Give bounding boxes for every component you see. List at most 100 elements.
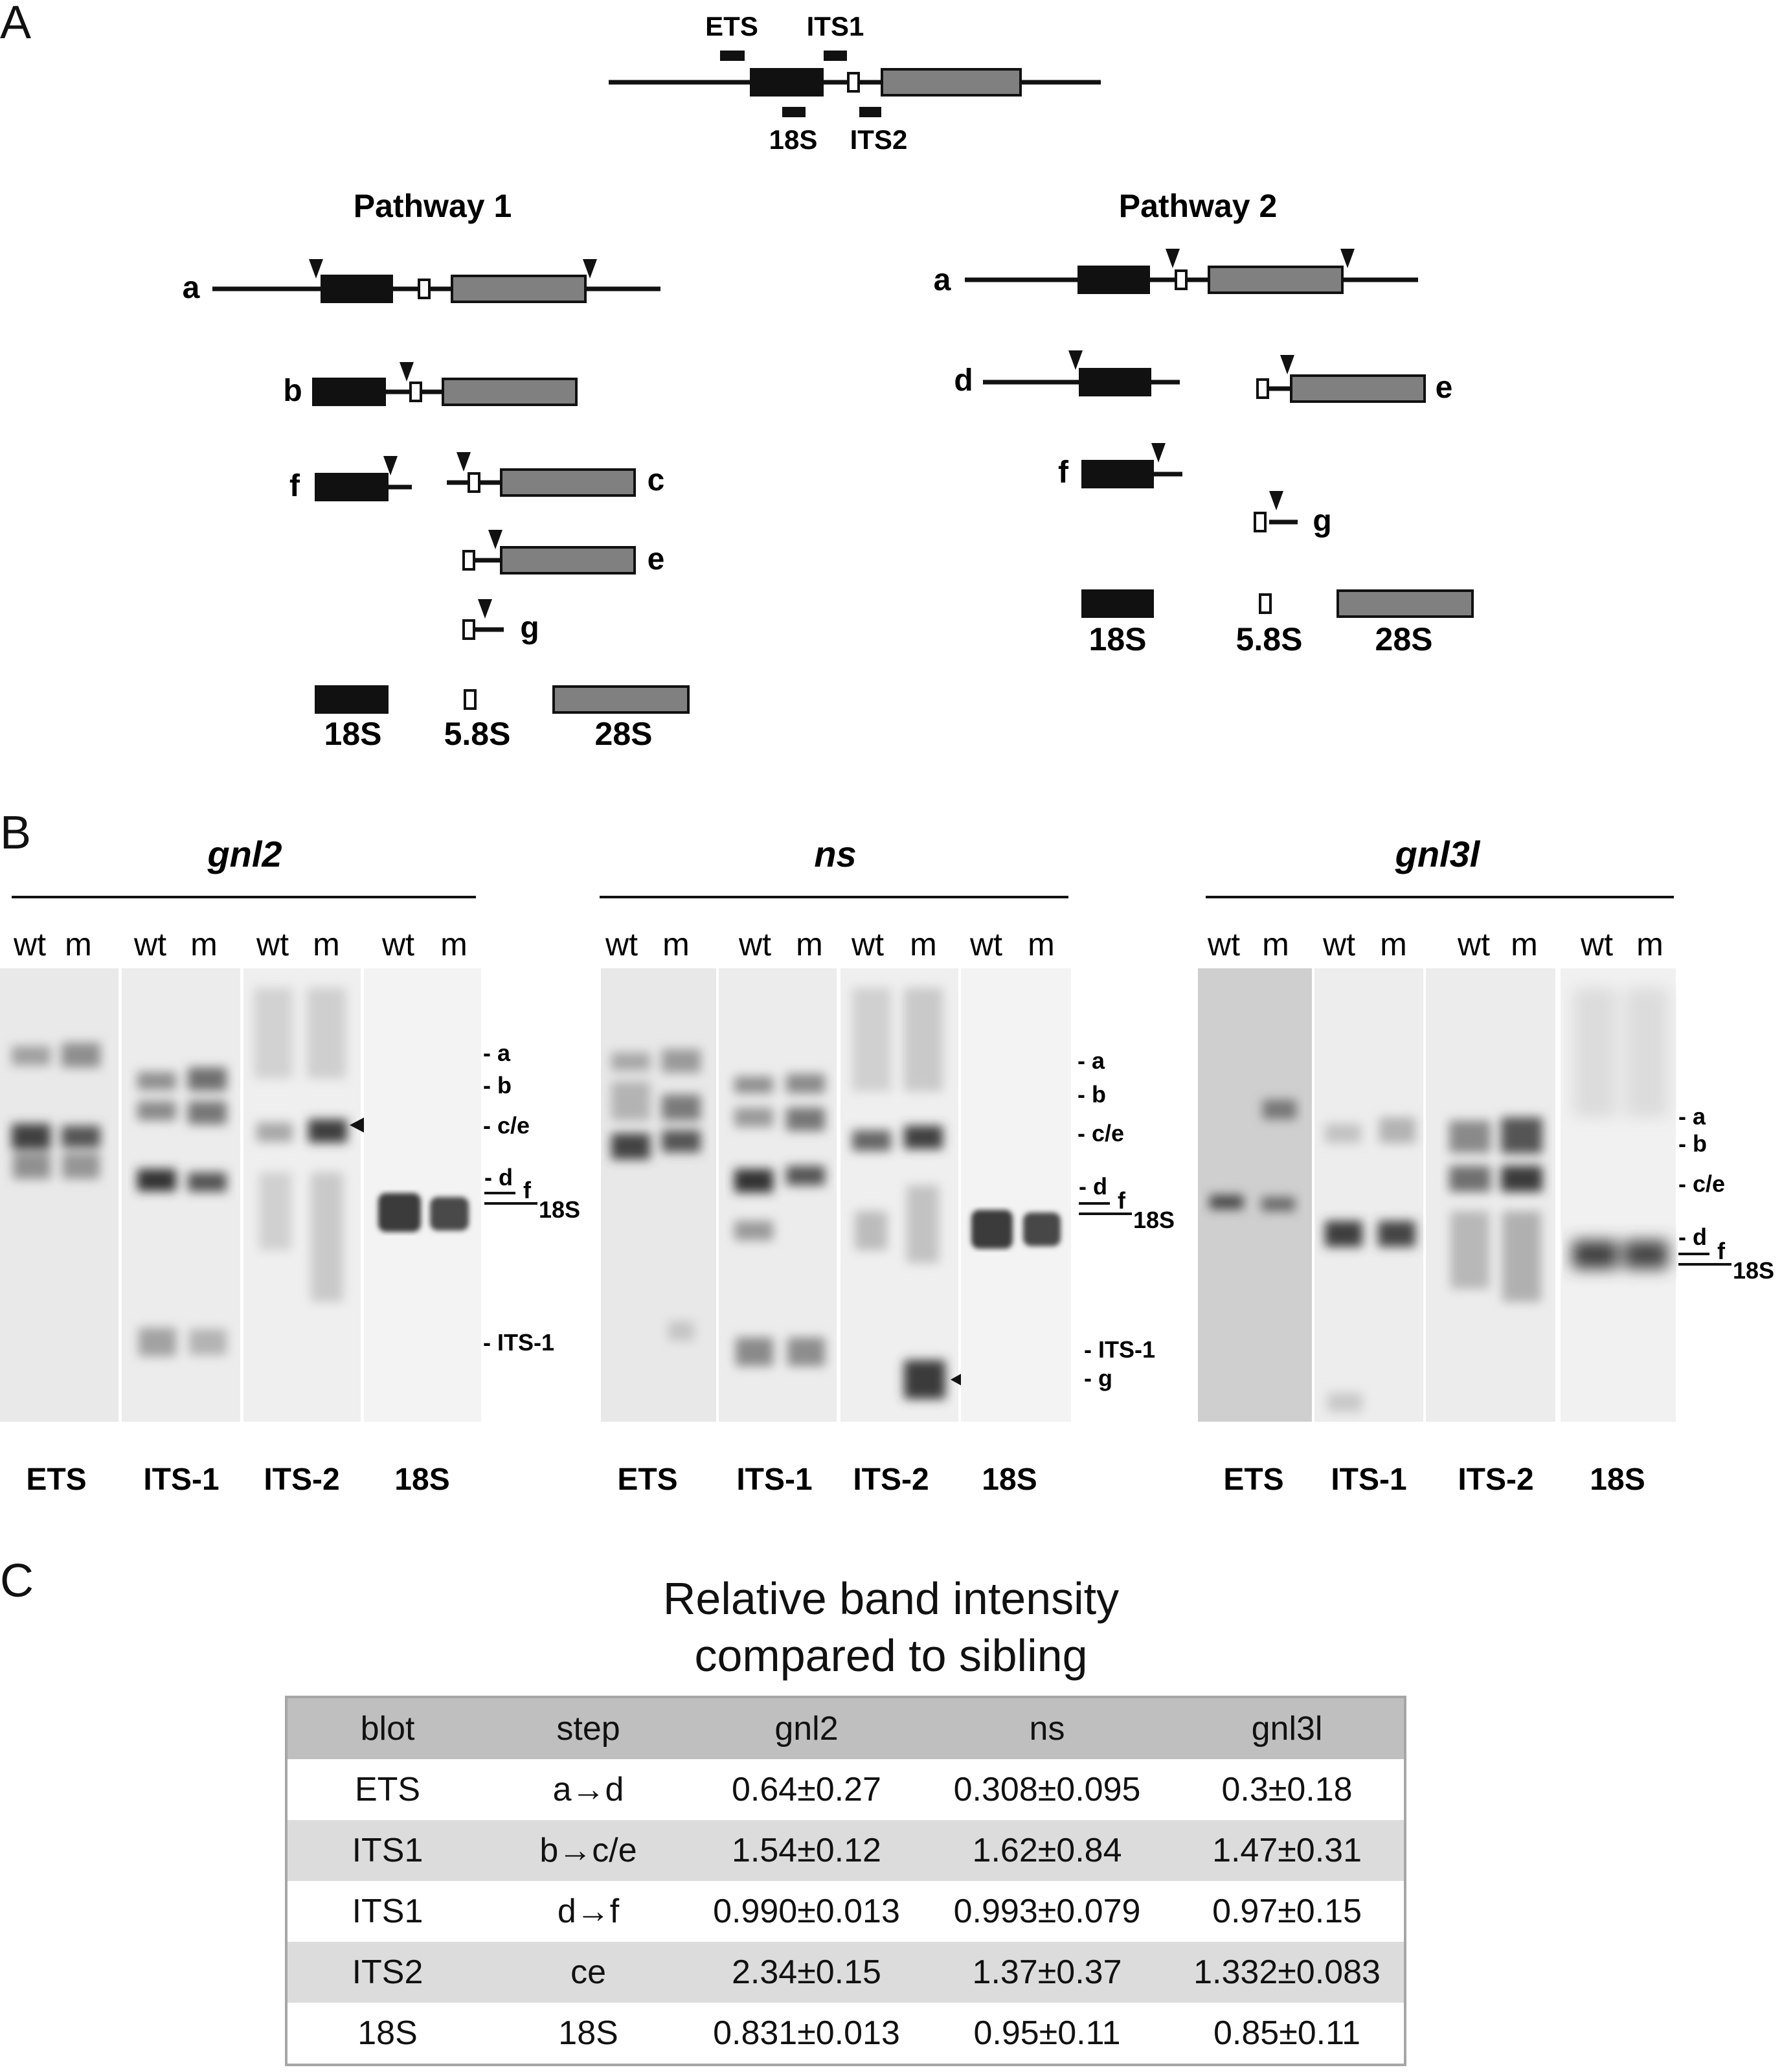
marker-ce: - c/e: [1077, 1120, 1124, 1146]
pathway1-c: [447, 452, 636, 497]
pathway2-58s-label: 5.8S: [1236, 621, 1303, 657]
pathway1-e: [462, 530, 636, 575]
probe-ets-label: ETS: [705, 11, 758, 41]
lane-label: m: [313, 926, 340, 962]
marker-18s: 18S: [1733, 1257, 1774, 1284]
pathway1-a: [212, 259, 660, 303]
lane-label: m: [1380, 926, 1407, 962]
table-cell: 1.37±0.37: [972, 1953, 1122, 1991]
table-cell: ITS1: [352, 1832, 423, 1869]
marker-f: f: [1717, 1238, 1726, 1264]
pathway1-28s-label: 28S: [595, 716, 653, 752]
table-cell: 0.308±0.095: [953, 1771, 1141, 1808]
table-cell: ITS1: [352, 1893, 423, 1930]
lane-label: m: [1262, 926, 1289, 962]
table-cell: 2.34±0.15: [732, 1953, 881, 1991]
marker-its1: - ITS-1: [1084, 1336, 1155, 1363]
table-row: ITS2 ce 2.34±0.15 1.37±0.37 1.332±0.083: [286, 1942, 1405, 2003]
probe-label: 18S: [394, 1463, 449, 1497]
panel-b-blots: gnl2 wt m wt m wt m wt m: [0, 834, 1774, 1497]
blot-strip: [1314, 968, 1423, 1422]
marker-a: - a: [483, 1040, 511, 1066]
blot-strip: [1426, 968, 1555, 1422]
lane-label: m: [662, 926, 690, 962]
table-cell: 0.95±0.11: [973, 2014, 1121, 2052]
pathway1-g: [462, 599, 504, 640]
lane-label: wt: [256, 926, 289, 962]
pathway1-b: [312, 362, 578, 406]
pathway1-label-a: a: [183, 271, 200, 305]
panel-label-b: B: [0, 807, 32, 859]
marker-a: - a: [1678, 1103, 1706, 1130]
table-cell: 1.332±0.083: [1193, 1953, 1381, 1991]
table-row: ETS a→d 0.64±0.27 0.308±0.095 0.3±0.18: [286, 1759, 1405, 1820]
blot-strip: [961, 968, 1071, 1422]
pathway2-label-g: g: [1313, 504, 1331, 538]
pathway2-label-a: a: [934, 263, 951, 297]
pathway1-title: Pathway 1: [354, 188, 512, 224]
marker-18s: 18S: [539, 1196, 580, 1223]
pathway2-title: Pathway 2: [1119, 188, 1278, 224]
probe-18s-label: 18S: [769, 124, 818, 155]
probe-label: ITS-1: [736, 1463, 812, 1497]
blot-title: ns: [814, 834, 856, 874]
table-cell: 0.990±0.013: [713, 1893, 900, 1930]
table-cell: b→c/e: [539, 1832, 637, 1869]
pathway2-d: [983, 350, 1180, 396]
table-cell: 1.54±0.12: [732, 1832, 881, 1869]
table-cell: a→d: [552, 1771, 624, 1808]
lane-label: wt: [1580, 926, 1613, 962]
table-cell: d→f: [557, 1893, 620, 1930]
lane-label: wt: [969, 926, 1002, 962]
blot-strip: [0, 968, 118, 1422]
probe-label: ETS: [26, 1463, 86, 1497]
blot-group-gnl3l: gnl3l wt m wt m wt m wt m: [1198, 834, 1774, 1497]
table-cell: ITS2: [352, 1953, 423, 1991]
full-58s-region: [847, 72, 860, 93]
marker-its1: - ITS-1: [483, 1329, 554, 1356]
column-header: gnl2: [774, 1710, 839, 1748]
pathway2-e: [1256, 355, 1426, 403]
panel-label-a: A: [0, 0, 32, 49]
pathway1-58s-label: 5.8S: [444, 716, 511, 752]
blot-title: gnl2: [207, 834, 282, 874]
probe-its1-label: ITS1: [807, 11, 864, 41]
column-header: step: [556, 1710, 620, 1748]
lane-label: wt: [738, 926, 771, 962]
table-cell: ETS: [354, 1771, 421, 1808]
pathway2-18s-product: [1081, 589, 1154, 618]
pathway2-18s-label: 18S: [1089, 621, 1147, 657]
pathway2-label-d: d: [954, 363, 973, 398]
lane-label: wt: [133, 926, 166, 962]
marker-d: - d: [484, 1164, 513, 1190]
lane-label: wt: [381, 926, 414, 962]
column-header: blot: [360, 1710, 415, 1748]
lane-label: m: [1511, 926, 1538, 962]
pathway1-label-e: e: [648, 542, 665, 576]
marker-18s: 18S: [1133, 1207, 1175, 1233]
probe-its2-label: ITS2: [850, 124, 908, 155]
lane-label: wt: [1322, 926, 1355, 962]
lane-label: wt: [1457, 926, 1490, 962]
marker-b: - b: [1077, 1081, 1106, 1108]
probe-label: ITS-1: [143, 1463, 219, 1497]
pathway2-28s-label: 28S: [1375, 621, 1433, 657]
marker-b: - b: [1678, 1130, 1707, 1157]
probe-label: 18S: [1590, 1463, 1645, 1497]
probe-label: 18S: [982, 1463, 1037, 1497]
lane-label: wt: [1207, 926, 1240, 962]
probe-label: ITS-2: [853, 1463, 929, 1497]
lane-label: m: [1636, 926, 1664, 962]
marker-d: - d: [1678, 1224, 1707, 1250]
pathway1-58s-product: [464, 689, 477, 710]
pathway2-a: [965, 249, 1418, 294]
lane-label: m: [796, 926, 823, 962]
table-row: ITS1 d→f 0.990±0.013 0.993±0.079 0.97±0.…: [286, 1881, 1405, 1942]
blot-group-ns: ns wt m wt m wt m wt m: [600, 834, 1175, 1497]
table-cell: 18S: [558, 2014, 618, 2052]
panel-label-c: C: [0, 1555, 34, 1607]
pathway1-label-f: f: [289, 469, 300, 503]
blot-group-gnl2: gnl2 wt m wt m wt m wt m: [0, 834, 580, 1497]
table-cell: 1.47±0.31: [1212, 1832, 1362, 1869]
full-18s-region: [750, 68, 824, 97]
